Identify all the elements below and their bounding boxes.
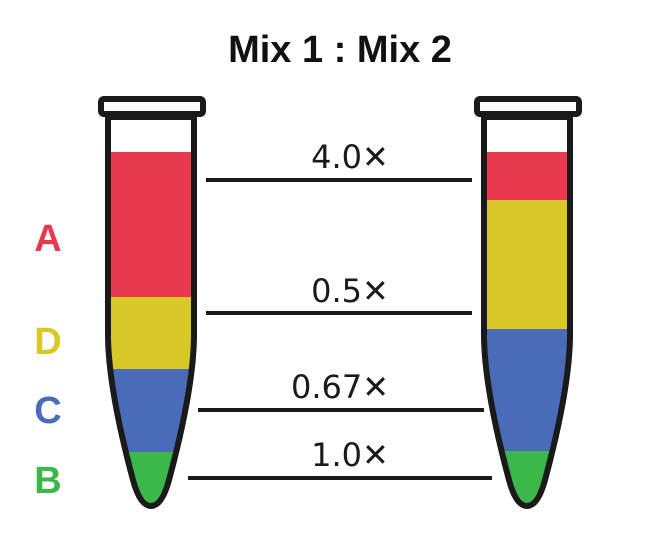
tube-2-layer-a <box>484 152 570 200</box>
tube-2-layer-d <box>484 200 570 329</box>
tube-2-outline <box>481 114 573 509</box>
ratio-connectors: 4.0✕ 0.5✕ 0.67✕ 1.0✕ <box>188 138 492 480</box>
ratio-label-c: 0.67✕ <box>291 368 389 406</box>
tube-1-layer-a <box>108 152 194 297</box>
component-label-a: A <box>34 218 61 260</box>
diagram-title: Mix 1 : Mix 2 <box>228 29 452 71</box>
tube-1-layer-d <box>108 297 194 369</box>
component-legend: A D C B <box>34 218 61 502</box>
ratio-label-d: 0.5✕ <box>311 272 389 310</box>
component-label-d: D <box>34 321 61 363</box>
tube-mix-1 <box>98 96 206 509</box>
ratio-label-a: 4.0✕ <box>311 138 389 176</box>
tube-2-cap <box>474 96 582 117</box>
ratio-label-b: 1.0✕ <box>311 436 389 474</box>
tube-1-cap <box>98 96 206 117</box>
tube-mix-2 <box>474 96 582 509</box>
component-label-c: C <box>34 390 61 432</box>
component-label-b: B <box>34 460 61 502</box>
tube-1-outline <box>105 114 197 509</box>
